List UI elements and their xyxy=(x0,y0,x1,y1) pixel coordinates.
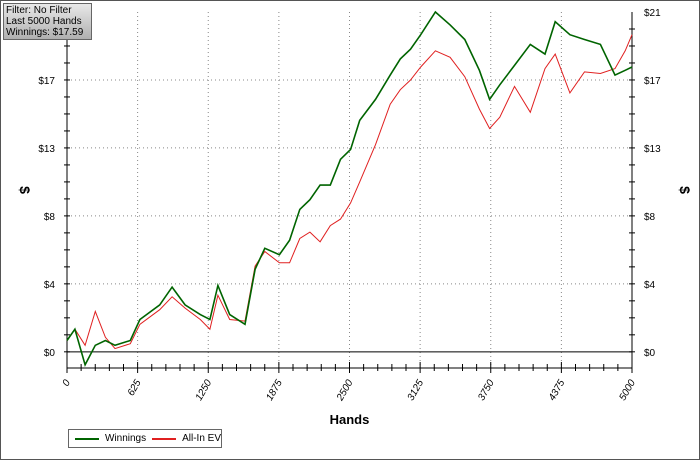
y-axis-label-left: $ xyxy=(17,186,33,194)
x-tick-label: 0 xyxy=(61,378,74,389)
y-tick-label-left: $0 xyxy=(44,348,56,359)
y-tick-label-left: $4 xyxy=(44,280,56,291)
x-tick-label: 4375 xyxy=(547,378,568,403)
filter-text: Filter: No Filter xyxy=(6,5,72,16)
x-tick-label: 625 xyxy=(126,378,144,398)
x-tick-label: 2500 xyxy=(334,378,355,404)
x-tick-label: 3125 xyxy=(406,378,427,403)
x-tick-label: 3750 xyxy=(476,378,497,403)
series-line-winnings xyxy=(66,10,633,367)
series-line-allin-ev xyxy=(66,34,633,350)
y-tick-label-right: $21 xyxy=(644,8,661,19)
info-box: Filter: No Filter Last 5000 Hands Winnin… xyxy=(3,3,92,40)
y-tick-label-right: $13 xyxy=(644,144,661,155)
y-tick-label-left: $8 xyxy=(44,212,56,223)
y-tick-label-right: $8 xyxy=(644,212,656,223)
x-axis-label: Hands xyxy=(330,412,370,427)
x-tick-label: 1250 xyxy=(194,378,215,403)
legend-swatch-allin-ev xyxy=(152,437,177,440)
y-tick-label-left: $13 xyxy=(38,144,55,155)
legend-label-allin-ev: All-In EV xyxy=(182,433,222,444)
y-tick-label-left: $17 xyxy=(38,76,55,87)
y-tick-label-right: $17 xyxy=(644,76,661,87)
y-tick-label-right: $0 xyxy=(644,348,656,359)
x-tick-label: 1875 xyxy=(264,378,285,403)
legend-label-winnings: Winnings xyxy=(104,433,147,444)
hands-text: Last 5000 Hands xyxy=(6,16,82,27)
y-tick-label-right: $4 xyxy=(644,280,656,291)
winnings-text: Winnings: $17.59 xyxy=(6,27,84,38)
x-tick-label: 5000 xyxy=(617,378,638,403)
legend: Winnings All-In EV xyxy=(68,429,222,448)
legend-swatch-winnings xyxy=(75,437,99,440)
y-axis-label-right: $ xyxy=(677,186,693,194)
